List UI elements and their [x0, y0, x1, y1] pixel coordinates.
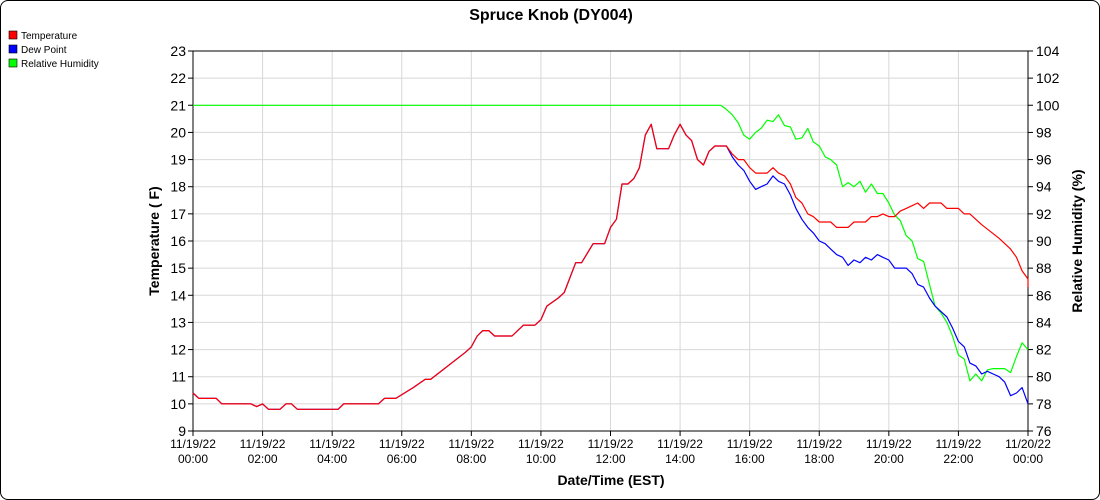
y2-tick-label: 102: [1036, 70, 1060, 86]
x-tick-time: 16:00: [735, 452, 765, 466]
x-tick-time: 10:00: [526, 452, 556, 466]
x-tick-date: 11/19/22: [657, 437, 703, 451]
relative-humidity-line: [193, 104, 1029, 382]
y-tick-label: 22: [170, 70, 186, 86]
y-tick-label: 14: [170, 287, 186, 303]
y-axis-title: Temperature ( F): [146, 186, 162, 295]
x-tick-date: 11/19/22: [240, 437, 286, 451]
legend-label-relative-humidity: Relative Humidity: [21, 59, 99, 70]
x-tick-time: 14:00: [665, 452, 695, 466]
legend-swatch-relative-humidity: [8, 58, 18, 68]
y2-tick-label: 80: [1036, 369, 1052, 385]
y-tick-label: 13: [170, 314, 186, 330]
x-tick-time: 20:00: [874, 452, 904, 466]
y2-tick-label: 94: [1036, 179, 1052, 195]
x-tick-time: 12:00: [595, 452, 625, 466]
x-tick-time: 04:00: [317, 452, 347, 466]
series-lines: [192, 104, 1029, 410]
x-tick-time: 00:00: [1013, 452, 1043, 466]
x-tick-date: 11/19/22: [727, 437, 773, 451]
legend-swatch-temperature: [8, 30, 18, 40]
y2-tick-label: 86: [1036, 287, 1052, 303]
y-tick-label: 19: [170, 152, 186, 168]
x-tick-date: 11/19/22: [518, 437, 564, 451]
y-tick-label: 16: [170, 233, 186, 249]
y2-axis-title: Relative Humidity (%): [1069, 169, 1085, 312]
y-tick-label: 20: [170, 124, 186, 140]
y-tick-label: 9: [178, 423, 186, 439]
x-tick-date: 11/19/22: [448, 437, 494, 451]
x-tick-time: 06:00: [387, 452, 417, 466]
y2-tick-label: 76: [1036, 423, 1052, 439]
y-tick-label: 17: [170, 206, 186, 222]
x-tick-date: 11/20/22: [1005, 437, 1051, 451]
y-axis-right: 76 78 80 82 84 86 88 90 92 94 96 98 100 102 104: [1028, 43, 1060, 439]
y2-tick-label: 78: [1036, 396, 1052, 412]
y2-tick-label: 92: [1036, 206, 1052, 222]
y-tick-label: 15: [170, 260, 186, 276]
x-tick-date: 11/19/22: [588, 437, 634, 451]
y2-tick-label: 104: [1036, 43, 1060, 59]
y2-tick-label: 90: [1036, 233, 1052, 249]
x-tick-date: 11/19/22: [309, 437, 355, 451]
x-tick-date: 11/19/22: [936, 437, 982, 451]
y2-tick-label: 88: [1036, 260, 1052, 276]
x-tick-date: 11/19/22: [170, 437, 216, 451]
chart-title: Spruce Knob (DY004): [469, 7, 633, 24]
x-tick-time: 00:00: [178, 452, 208, 466]
y2-tick-label: 96: [1036, 152, 1052, 168]
x-tick-date: 11/19/22: [796, 437, 842, 451]
y-tick-label: 18: [170, 179, 186, 195]
y-tick-label: 11: [171, 369, 186, 385]
y-tick-label: 10: [170, 396, 186, 412]
x-tick-time: 08:00: [456, 452, 486, 466]
y-tick-label: 12: [170, 342, 186, 358]
x-tick-date: 11/19/22: [866, 437, 912, 451]
y-axis-left: 9 10 11 12 13 14 15 16 17 18 19 20 21 22 23: [170, 43, 193, 439]
legend: Temperature Dew Point Relative Humidity: [8, 30, 99, 70]
x-axis: 11/19/2200:0011/19/2202:0011/19/2204:001…: [170, 431, 1051, 466]
y2-tick-label: 98: [1036, 124, 1052, 140]
x-tick-time: 02:00: [248, 452, 278, 466]
grid: [192, 50, 1029, 432]
x-tick-date: 11/19/22: [379, 437, 425, 451]
legend-swatch-dew-point: [8, 44, 18, 54]
y2-tick-label: 84: [1036, 314, 1052, 330]
y-tick-label: 21: [170, 97, 186, 113]
x-tick-time: 22:00: [943, 452, 973, 466]
y2-tick-label: 100: [1036, 97, 1060, 113]
x-tick-time: 18:00: [804, 452, 834, 466]
legend-label-dew-point: Dew Point: [21, 45, 67, 56]
temperature-line: [192, 123, 1029, 410]
y2-tick-label: 82: [1036, 342, 1052, 358]
y-tick-label: 23: [170, 43, 186, 59]
legend-label-temperature: Temperature: [21, 31, 78, 42]
x-axis-title: Date/Time (EST): [557, 472, 664, 488]
